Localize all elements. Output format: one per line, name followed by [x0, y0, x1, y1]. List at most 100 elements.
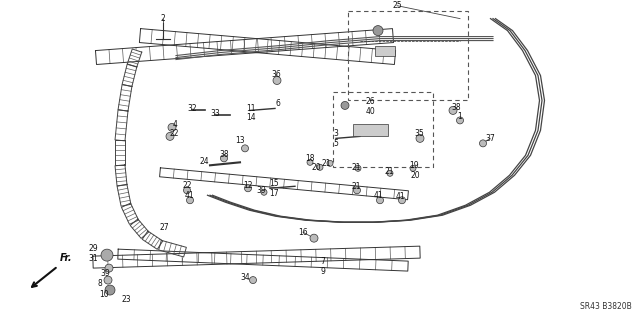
Text: 31: 31 [88, 254, 98, 263]
Text: 41: 41 [395, 192, 405, 201]
Text: 21: 21 [384, 167, 394, 176]
Text: 27: 27 [159, 223, 169, 232]
Circle shape [101, 249, 113, 261]
Text: 39: 39 [100, 269, 110, 278]
Circle shape [449, 107, 457, 115]
Text: 41: 41 [373, 191, 383, 200]
Circle shape [221, 155, 227, 162]
Circle shape [410, 165, 416, 171]
Text: 29: 29 [88, 244, 98, 253]
Circle shape [399, 197, 406, 204]
Text: 20: 20 [410, 171, 420, 180]
Text: 25: 25 [392, 1, 402, 10]
Circle shape [317, 164, 323, 170]
Polygon shape [122, 64, 137, 87]
Text: 8: 8 [98, 278, 102, 287]
Circle shape [105, 285, 115, 295]
Text: 41: 41 [184, 191, 194, 200]
Circle shape [456, 117, 463, 124]
Text: 18: 18 [305, 154, 315, 163]
Text: 37: 37 [485, 134, 495, 143]
Text: 2: 2 [161, 14, 165, 23]
Text: 6: 6 [276, 99, 280, 108]
Circle shape [416, 134, 424, 142]
Circle shape [310, 234, 318, 242]
Text: 14: 14 [246, 113, 256, 122]
Text: 21: 21 [321, 159, 331, 168]
Bar [375, 46, 395, 56]
Circle shape [166, 132, 174, 140]
Circle shape [105, 264, 113, 272]
Circle shape [273, 77, 281, 85]
Circle shape [479, 140, 486, 147]
Text: 24: 24 [199, 157, 209, 166]
Bar [348, 11, 468, 100]
Text: 35: 35 [414, 129, 424, 138]
Polygon shape [118, 85, 132, 111]
Bar [353, 124, 387, 137]
Text: 13: 13 [235, 136, 245, 145]
Text: 38: 38 [219, 150, 229, 159]
Polygon shape [117, 184, 131, 206]
Polygon shape [142, 231, 163, 249]
Polygon shape [159, 240, 186, 257]
Text: 16: 16 [298, 228, 308, 237]
Text: 22: 22 [182, 181, 192, 190]
Text: 9: 9 [321, 267, 325, 276]
Circle shape [104, 276, 112, 284]
Circle shape [241, 145, 248, 152]
Text: 32: 32 [187, 104, 197, 113]
Polygon shape [93, 246, 420, 268]
Circle shape [184, 187, 191, 194]
Circle shape [327, 160, 333, 166]
Polygon shape [95, 29, 394, 64]
Polygon shape [122, 203, 138, 224]
Circle shape [244, 185, 252, 192]
Text: 5: 5 [333, 139, 339, 148]
Text: 3: 3 [333, 129, 339, 138]
Circle shape [353, 187, 360, 194]
Circle shape [307, 159, 313, 165]
Text: 12: 12 [243, 181, 253, 190]
Text: 26: 26 [365, 97, 375, 106]
Circle shape [168, 123, 176, 131]
Text: 34: 34 [240, 273, 250, 282]
Polygon shape [159, 168, 408, 200]
Circle shape [341, 101, 349, 109]
Circle shape [250, 277, 257, 284]
Text: Fr.: Fr. [60, 253, 72, 263]
Polygon shape [115, 140, 125, 165]
Text: 21: 21 [351, 163, 361, 172]
Text: 1: 1 [458, 112, 462, 121]
Text: 22: 22 [169, 129, 179, 138]
Text: 11: 11 [246, 104, 256, 113]
Text: 21: 21 [351, 182, 361, 191]
Circle shape [387, 170, 393, 176]
Polygon shape [115, 110, 128, 141]
Text: 36: 36 [271, 70, 281, 79]
Circle shape [376, 197, 383, 204]
Text: 40: 40 [365, 107, 375, 116]
Text: 20: 20 [311, 163, 321, 172]
Text: 7: 7 [321, 256, 325, 266]
Text: 33: 33 [210, 109, 220, 118]
Text: 23: 23 [121, 294, 131, 304]
Text: SR43 B3820B: SR43 B3820B [580, 302, 632, 311]
Polygon shape [115, 165, 127, 186]
Polygon shape [127, 49, 141, 67]
Circle shape [186, 197, 193, 204]
Circle shape [373, 26, 383, 36]
Text: 38: 38 [451, 103, 461, 112]
Polygon shape [118, 249, 408, 271]
Text: 19: 19 [409, 161, 419, 170]
Text: 10: 10 [99, 290, 109, 299]
Text: 39: 39 [256, 186, 266, 195]
Text: 17: 17 [269, 189, 279, 198]
Bar [333, 93, 433, 167]
Circle shape [355, 165, 361, 171]
Text: 15: 15 [269, 179, 279, 188]
Polygon shape [140, 29, 396, 64]
Text: 4: 4 [173, 120, 177, 129]
Polygon shape [130, 219, 149, 238]
Circle shape [261, 189, 267, 195]
